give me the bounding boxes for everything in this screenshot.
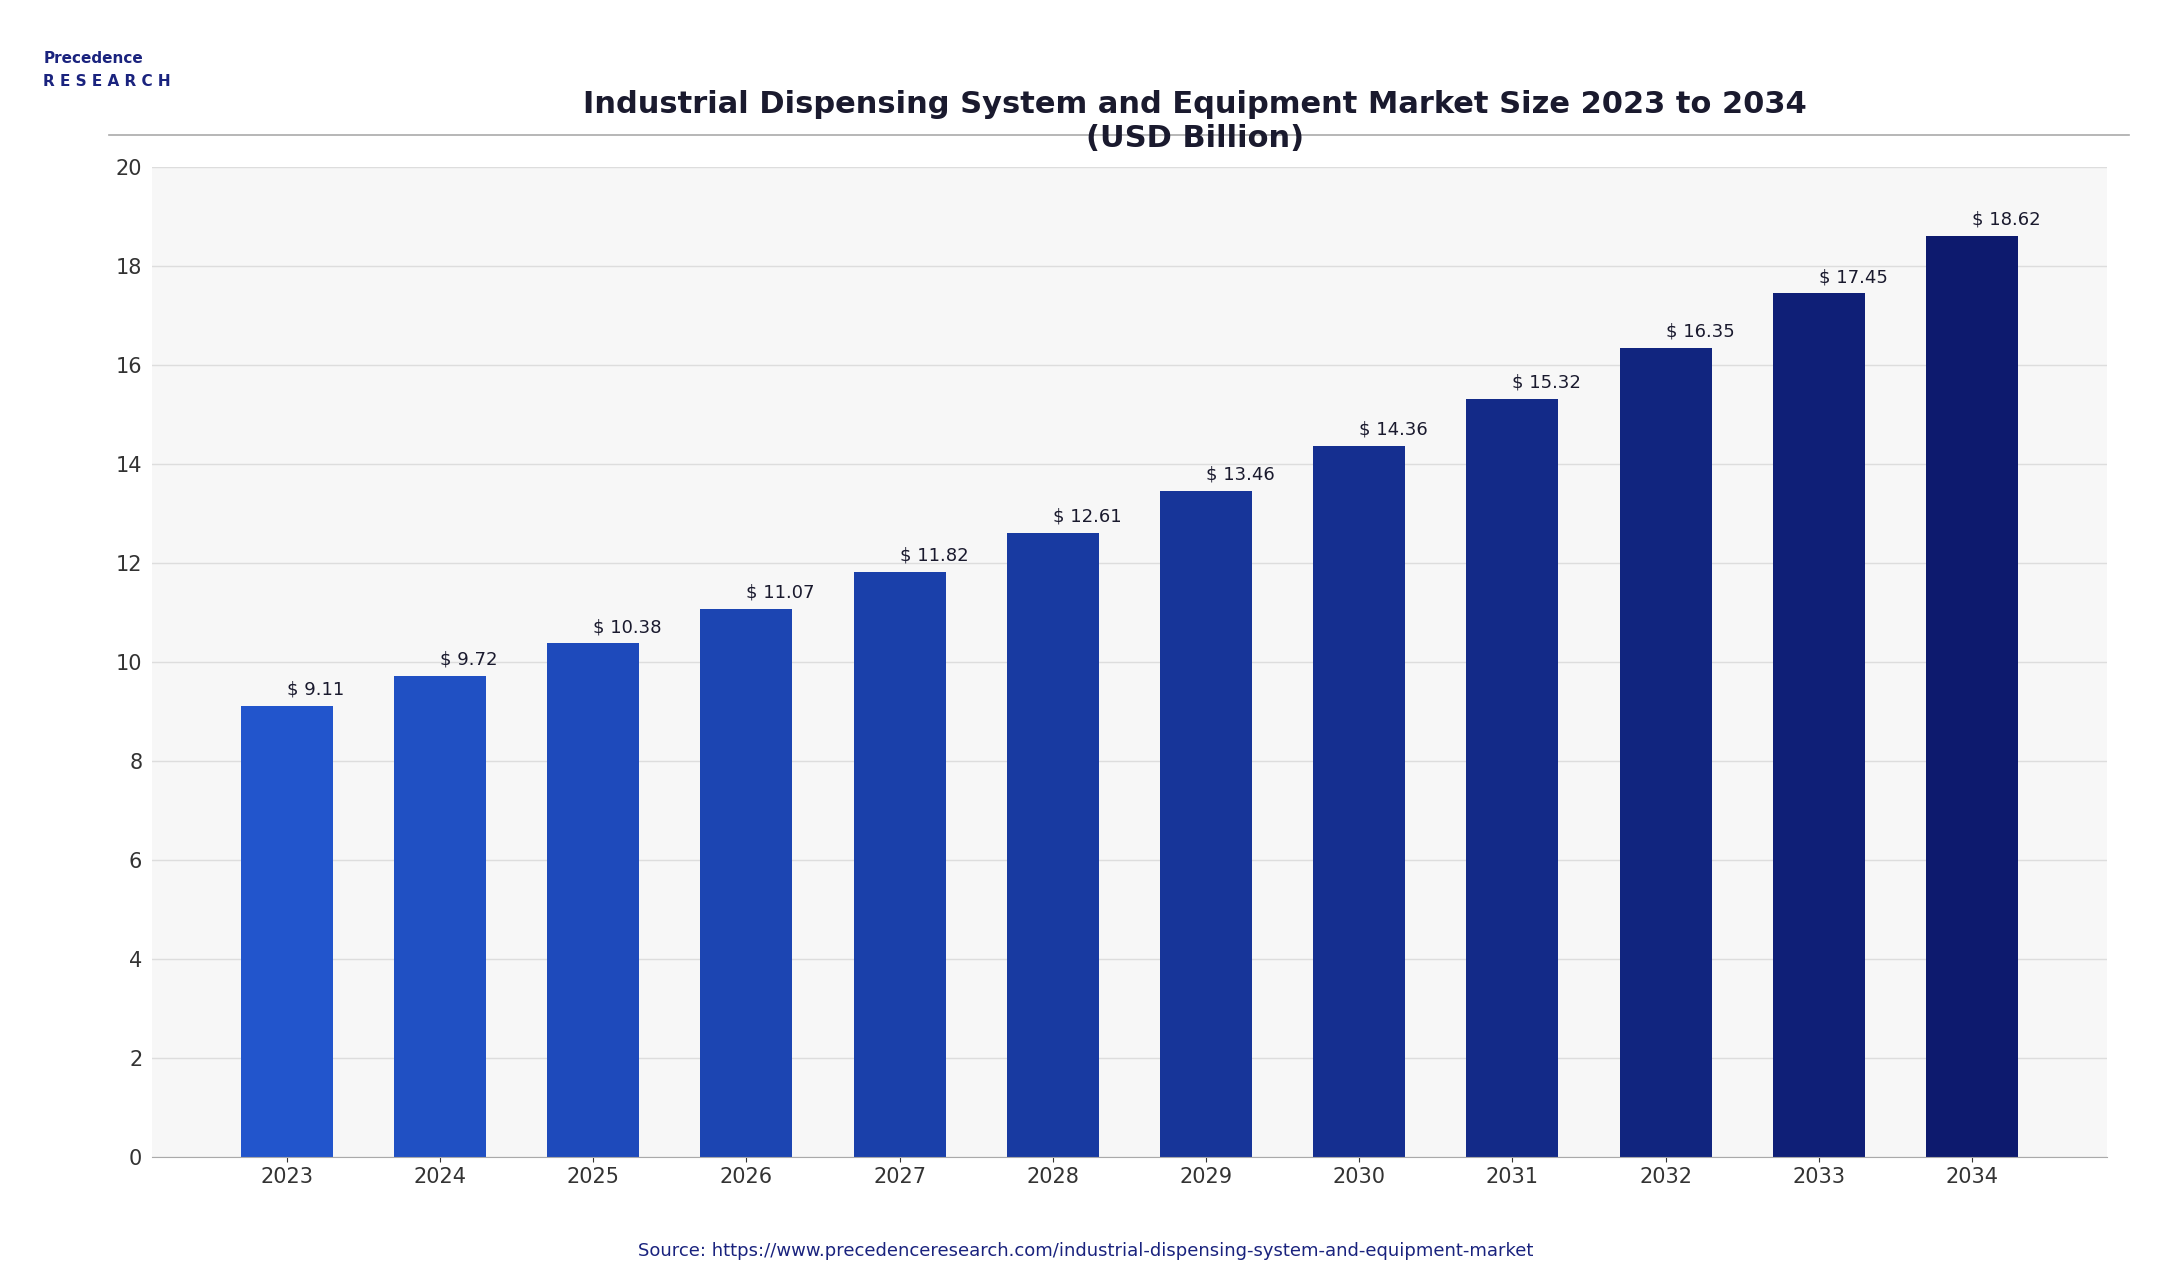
Bar	[702, 610, 793, 1157]
Text: $ 12.61: $ 12.61	[1053, 508, 1121, 526]
Bar	[1620, 349, 1712, 1157]
Bar	[547, 643, 639, 1157]
Bar	[854, 572, 945, 1157]
Bar	[241, 706, 332, 1157]
Bar	[1466, 399, 1557, 1157]
Text: $ 17.45: $ 17.45	[1818, 267, 1887, 285]
Text: $ 14.36: $ 14.36	[1360, 421, 1427, 439]
Bar	[1772, 293, 1866, 1157]
Text: $ 18.62: $ 18.62	[1972, 210, 2042, 228]
Bar	[1008, 534, 1099, 1157]
Text: $ 9.72: $ 9.72	[441, 651, 497, 669]
Bar	[393, 676, 487, 1157]
Text: Precedence
R E S E A R C H: Precedence R E S E A R C H	[43, 51, 172, 89]
Text: Industrial Dispensing System and Equipment Market Size 2023 to 2034
(USD Billion: Industrial Dispensing System and Equipme…	[582, 90, 1807, 153]
Text: $ 10.38: $ 10.38	[593, 619, 662, 637]
Text: $ 13.46: $ 13.46	[1205, 466, 1275, 484]
Bar	[1314, 446, 1405, 1157]
Text: $ 11.82: $ 11.82	[899, 547, 969, 565]
Text: $ 11.07: $ 11.07	[747, 584, 814, 602]
Text: $ 15.32: $ 15.32	[1512, 373, 1581, 391]
Bar	[1160, 491, 1251, 1157]
Bar	[1927, 235, 2018, 1157]
Text: $ 9.11: $ 9.11	[287, 680, 343, 698]
Text: Source: https://www.precedenceresearch.com/industrial-dispensing-system-and-equi: Source: https://www.precedenceresearch.c…	[639, 1242, 1533, 1260]
Text: $ 16.35: $ 16.35	[1666, 323, 1735, 341]
